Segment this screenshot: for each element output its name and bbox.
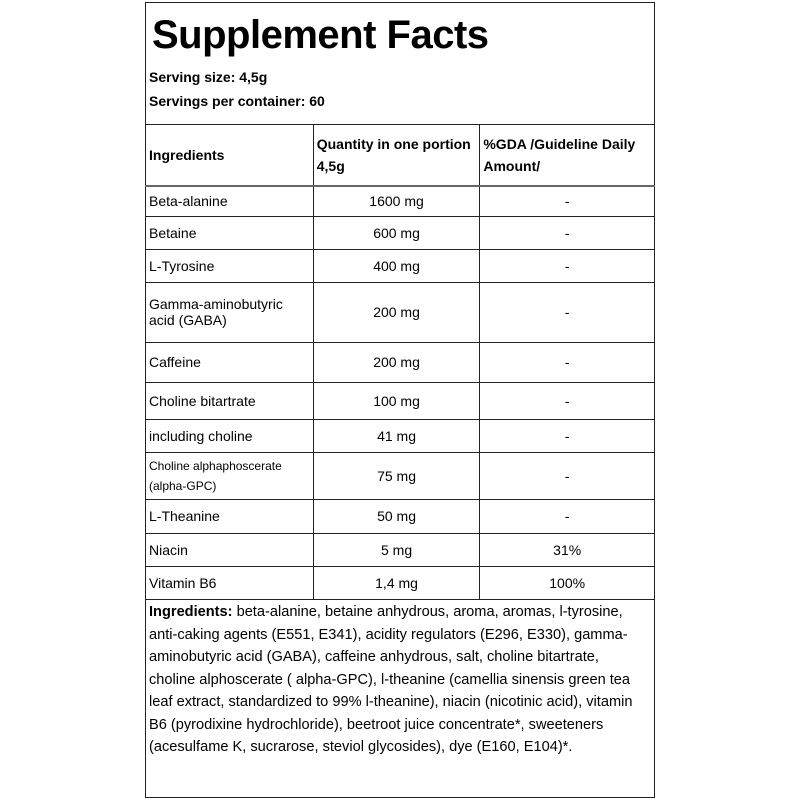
header-row: Ingredients Quantity in one portion 4,5g… [145, 124, 655, 187]
table-cell: Gamma-aminobutyric acid (GABA) [145, 281, 314, 343]
table-row: Vitamin B6 1,4 mg 100% [145, 565, 655, 600]
title: Supplement Facts [152, 13, 489, 57]
table-cell: 100 mg [312, 381, 481, 420]
table-cell: - [479, 248, 655, 283]
header-cell: %GDA /Guideline Daily Amount/ [479, 124, 655, 187]
table-row: Niacin 5 mg 31% [145, 532, 655, 567]
ingredients-text: Ingredients: beta-alanine, betaine anhyd… [149, 601, 649, 759]
table-cell: 75 mg [312, 451, 481, 500]
table-cell: Caffeine [145, 341, 314, 383]
servings-per-container: Servings per container: 60 [149, 93, 325, 109]
table-row: Caffeine 200 mg - [145, 341, 655, 383]
table-cell: 1600 mg [312, 185, 481, 217]
table-row: Betaine 600 mg - [145, 215, 655, 250]
facts-table: Ingredients Quantity in one portion 4,5g… [145, 124, 655, 600]
table-cell: Niacin [145, 532, 314, 567]
table-cell: 200 mg [312, 341, 481, 383]
table-row: Beta-alanine 1600 mg - [145, 185, 655, 217]
table-cell: 5 mg [312, 532, 481, 567]
table-cell: 100% [479, 565, 655, 600]
table-cell: - [479, 215, 655, 250]
table-cell: Choline bitartrate [145, 381, 314, 420]
header-cell: Quantity in one portion 4,5g [312, 124, 481, 187]
table-row: including choline 41 mg - [145, 418, 655, 453]
table-cell: Beta-alanine [145, 185, 314, 217]
table-cell: - [479, 451, 655, 500]
table-cell: 50 mg [312, 498, 481, 534]
table-cell: - [479, 381, 655, 420]
table-cell: 600 mg [312, 215, 481, 250]
table-cell: - [479, 281, 655, 343]
table-cell: - [479, 498, 655, 534]
table-cell: 400 mg [312, 248, 481, 283]
header-cell: Ingredients [145, 124, 314, 187]
table-row: L-Theanine 50 mg - [145, 498, 655, 534]
table-row: Gamma-aminobutyric acid (GABA) 200 mg - [145, 281, 655, 343]
table-row: L-Tyrosine 400 mg - [145, 248, 655, 283]
table-cell: including choline [145, 418, 314, 453]
table-row: Choline bitartrate 100 mg - [145, 381, 655, 420]
table-cell: - [479, 185, 655, 217]
table-cell: Betaine [145, 215, 314, 250]
table-cell: Vitamin B6 [145, 565, 314, 600]
table-row: Choline alphaphoscerate (alpha-GPC) 75 mg… [145, 451, 655, 500]
ingredients-list: beta-alanine, betaine anhydrous, aroma, … [149, 604, 633, 755]
table-cell: 31% [479, 532, 655, 567]
table-cell: 41 mg [312, 418, 481, 453]
serving-size: Serving size: 4,5g [149, 69, 268, 85]
ingredients-label: Ingredients: [149, 604, 233, 620]
table-cell: L-Tyrosine [145, 248, 314, 283]
label-box: Supplement Facts Serving size: 4,5g Serv… [145, 2, 655, 798]
table-cell: 200 mg [312, 281, 481, 343]
table-cell: L-Theanine [145, 498, 314, 534]
table-cell: - [479, 341, 655, 383]
table-cell: Choline alphaphoscerate (alpha-GPC) [145, 451, 314, 500]
table-cell: 1,4 mg [312, 565, 481, 600]
table-cell: - [479, 418, 655, 453]
